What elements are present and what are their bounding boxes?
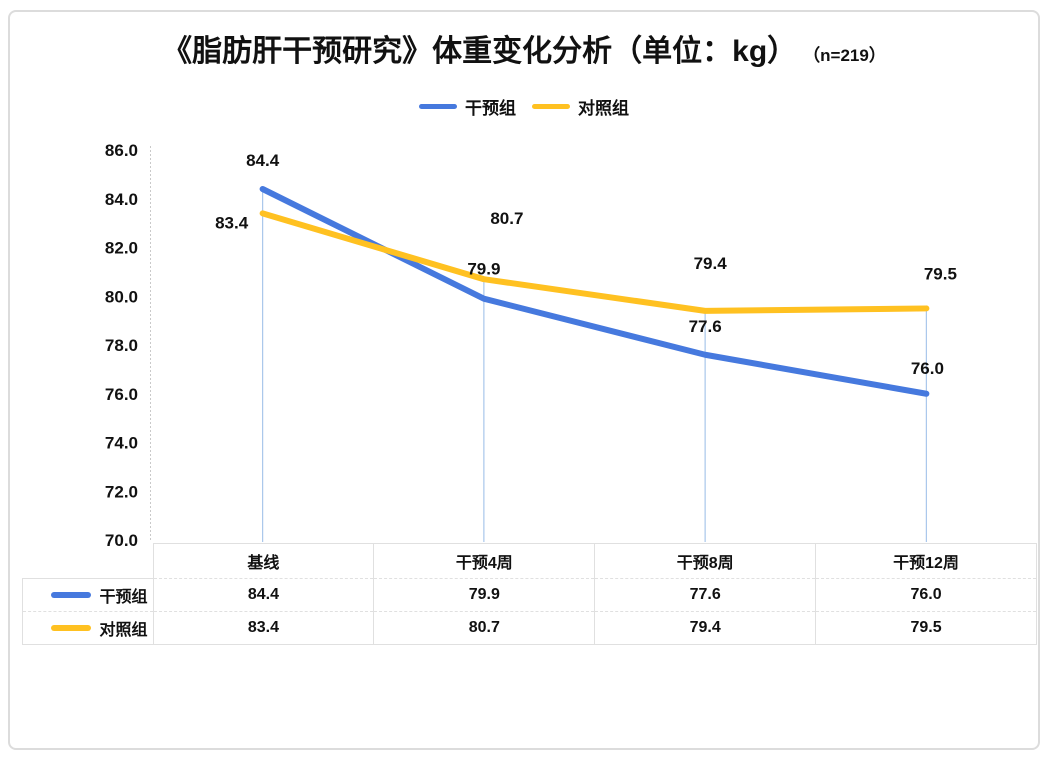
table-value-cell: 77.6	[594, 578, 817, 612]
table-series-name-cell: 对照组	[22, 611, 154, 645]
legend-swatch-control-icon	[532, 104, 570, 109]
chart-legend: 干预组 对照组	[0, 94, 1048, 119]
table-series-swatch-icon	[51, 625, 92, 631]
legend-item-intervention: 干预组	[419, 94, 516, 119]
table-header-cell: 干预8周	[594, 543, 817, 579]
table-header-cell: 干预4周	[373, 543, 596, 579]
table-series-swatch-icon	[51, 592, 92, 598]
data-table: 基线 干预4周 干预8周 干预12周 干预组 84.4 79.9 77.6 76.0 对照组 83.…	[22, 543, 1037, 645]
table-value-cell: 83.4	[152, 611, 375, 645]
table-header-cell: 干预12周	[815, 543, 1037, 579]
legend-swatch-intervention-icon	[419, 104, 457, 109]
table-series-name: 干预组	[99, 589, 148, 606]
table-row: 对照组 83.4 80.7 79.4 79.5	[22, 611, 1037, 645]
table-header-row: 基线 干预4周 干预8周 干预12周	[23, 543, 1037, 579]
table-series-name-cell: 干预组	[22, 578, 154, 612]
table-header-cell: 基线	[152, 543, 375, 579]
table-series-name: 对照组	[99, 622, 148, 639]
table-value-cell: 79.5	[815, 611, 1037, 645]
chart-title: 《脂肪肝干预研究》体重变化分析（单位：kg） （n=219）	[0, 26, 1048, 70]
table-value-cell: 79.4	[594, 611, 817, 645]
table-corner-cell	[23, 544, 154, 579]
legend-item-control: 对照组	[532, 94, 629, 119]
table-value-cell: 76.0	[815, 578, 1037, 612]
legend-label-control: 对照组	[578, 99, 629, 118]
chart-title-main: 《脂肪肝干预研究》体重变化分析（单位：kg）	[162, 35, 798, 68]
chart-title-sample-size: （n=219）	[803, 46, 886, 65]
table-value-cell: 84.4	[152, 578, 375, 612]
table-row: 干预组 84.4 79.9 77.6 76.0	[22, 578, 1037, 612]
table-value-cell: 80.7	[373, 611, 596, 645]
table-value-cell: 79.9	[373, 578, 596, 612]
legend-label-intervention: 干预组	[465, 99, 516, 118]
